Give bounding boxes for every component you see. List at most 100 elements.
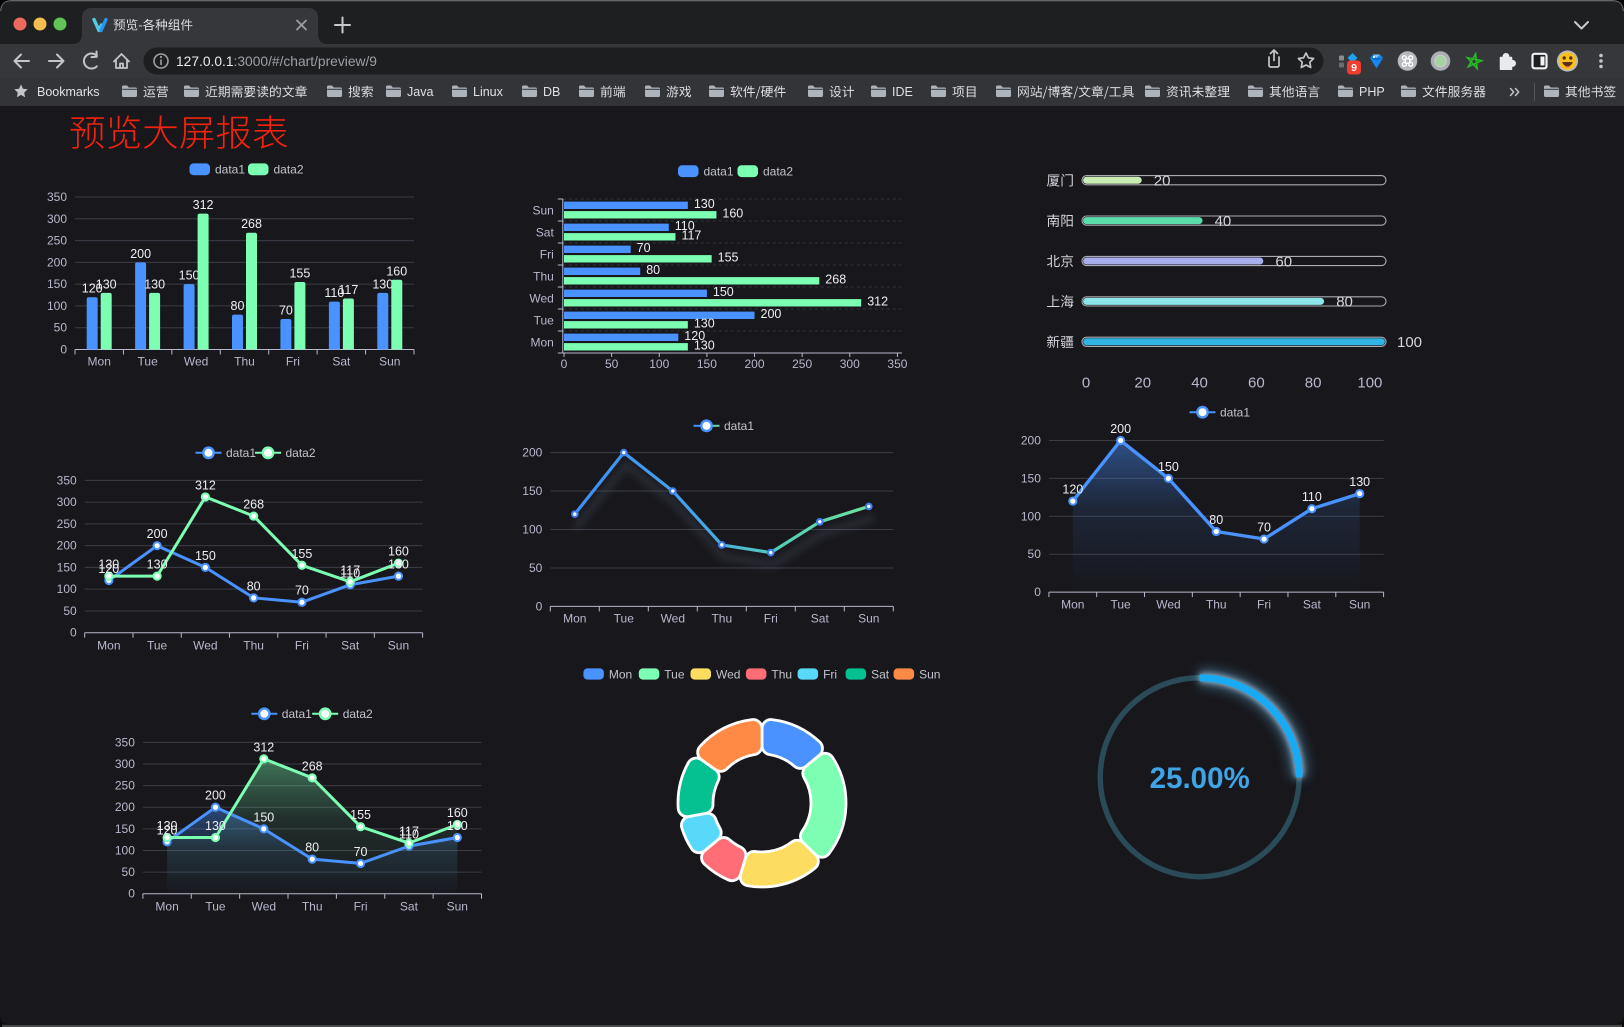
svg-text:155: 155 <box>291 547 312 561</box>
svg-text:117: 117 <box>340 563 360 577</box>
svg-text:130: 130 <box>144 277 165 291</box>
svg-text:Sun: Sun <box>532 203 553 217</box>
svg-text:200: 200 <box>130 247 151 261</box>
svg-text:200: 200 <box>47 255 67 269</box>
svg-text:Fri: Fri <box>540 247 554 261</box>
svg-text:200: 200 <box>57 539 77 553</box>
svg-text:268: 268 <box>825 273 846 287</box>
svg-text:data2: data2 <box>763 165 793 179</box>
svg-text:Fri: Fri <box>354 900 368 914</box>
svg-text:80: 80 <box>1305 375 1322 392</box>
svg-text:150: 150 <box>1021 471 1041 485</box>
svg-text:70: 70 <box>354 845 368 859</box>
svg-text:50: 50 <box>122 865 136 879</box>
svg-text:150: 150 <box>522 484 542 498</box>
svg-text:Tue: Tue <box>664 667 685 681</box>
svg-text:80: 80 <box>1209 513 1223 527</box>
svg-text:DB: DB <box>543 85 560 99</box>
svg-text:Fri: Fri <box>823 667 837 681</box>
svg-text:150: 150 <box>57 560 77 574</box>
svg-text:160: 160 <box>386 264 407 278</box>
svg-text:Sat: Sat <box>341 639 360 653</box>
svg-text:300: 300 <box>115 757 135 771</box>
svg-text:200: 200 <box>745 357 765 371</box>
svg-text:data1: data1 <box>226 446 256 460</box>
svg-text:200: 200 <box>761 307 782 321</box>
svg-text:Thu: Thu <box>533 269 554 283</box>
svg-text:25.00%: 25.00% <box>1150 762 1250 795</box>
svg-text:Sat: Sat <box>811 611 830 625</box>
svg-text:Fri: Fri <box>286 355 300 369</box>
svg-text:130: 130 <box>147 558 168 572</box>
svg-text:50: 50 <box>605 357 619 371</box>
svg-text:Tue: Tue <box>614 611 635 625</box>
svg-text:130: 130 <box>694 339 715 353</box>
svg-text:9: 9 <box>1351 62 1357 74</box>
svg-text:Sun: Sun <box>447 900 468 914</box>
svg-text:117: 117 <box>338 283 358 297</box>
svg-text:Sat: Sat <box>332 355 351 369</box>
svg-text:50: 50 <box>54 321 68 335</box>
svg-text:70: 70 <box>637 241 651 255</box>
svg-text:200: 200 <box>147 527 168 541</box>
svg-text:80: 80 <box>305 841 319 855</box>
svg-text:312: 312 <box>867 295 888 309</box>
svg-text:312: 312 <box>195 478 216 492</box>
svg-text:Tue: Tue <box>534 313 555 327</box>
svg-text:Thu: Thu <box>243 639 264 653</box>
svg-text:200: 200 <box>115 800 135 814</box>
svg-text:117: 117 <box>399 825 419 839</box>
svg-text:350: 350 <box>887 357 907 371</box>
svg-text:50: 50 <box>63 604 77 618</box>
svg-text:100: 100 <box>522 523 542 537</box>
svg-text:130: 130 <box>447 819 468 833</box>
svg-text:150: 150 <box>697 357 717 371</box>
svg-text:Sun: Sun <box>919 667 940 681</box>
svg-text:IDE: IDE <box>892 85 913 99</box>
svg-text:70: 70 <box>279 304 293 318</box>
svg-text:110: 110 <box>675 219 695 233</box>
svg-text:40: 40 <box>1191 375 1208 392</box>
svg-text:155: 155 <box>289 266 310 280</box>
svg-text:150: 150 <box>713 285 734 299</box>
svg-text:Mon: Mon <box>1061 598 1084 612</box>
svg-text:Sun: Sun <box>379 355 400 369</box>
svg-text:Mon: Mon <box>155 900 178 914</box>
svg-text:Wed: Wed <box>529 291 553 305</box>
svg-text:50: 50 <box>1028 547 1042 561</box>
svg-text:0: 0 <box>128 887 135 901</box>
svg-text:160: 160 <box>722 207 743 221</box>
svg-text:250: 250 <box>115 779 135 793</box>
svg-text:Wed: Wed <box>716 667 740 681</box>
svg-text:Sun: Sun <box>1349 598 1370 612</box>
svg-text:data2: data2 <box>286 446 316 460</box>
svg-text:50: 50 <box>529 561 543 575</box>
svg-text:160: 160 <box>388 545 409 559</box>
svg-text:Wed: Wed <box>661 611 685 625</box>
svg-text:300: 300 <box>840 357 860 371</box>
svg-text:80: 80 <box>247 579 261 593</box>
svg-text:Thu: Thu <box>771 667 792 681</box>
svg-text:Sat: Sat <box>400 900 419 914</box>
svg-text:Tue: Tue <box>138 355 159 369</box>
svg-text:data1: data1 <box>282 707 312 721</box>
svg-text:130: 130 <box>372 277 393 291</box>
svg-text:100: 100 <box>47 299 67 313</box>
svg-text:300: 300 <box>57 495 77 509</box>
svg-text:200: 200 <box>1021 434 1041 448</box>
svg-text:100: 100 <box>649 357 669 371</box>
svg-text:data2: data2 <box>274 163 304 177</box>
svg-text:Sat: Sat <box>1303 598 1322 612</box>
svg-text:60: 60 <box>1275 253 1292 270</box>
svg-text:Thu: Thu <box>302 900 323 914</box>
svg-text:155: 155 <box>350 808 371 822</box>
svg-text:0: 0 <box>536 599 543 613</box>
svg-text:data1: data1 <box>724 419 754 433</box>
svg-text:Tue: Tue <box>205 900 226 914</box>
svg-text:268: 268 <box>302 759 323 773</box>
svg-text:Thu: Thu <box>711 611 732 625</box>
svg-text:Sun: Sun <box>858 611 879 625</box>
svg-text:Fri: Fri <box>1257 598 1271 612</box>
svg-text:Sat: Sat <box>536 225 555 239</box>
svg-text:130: 130 <box>1349 475 1370 489</box>
